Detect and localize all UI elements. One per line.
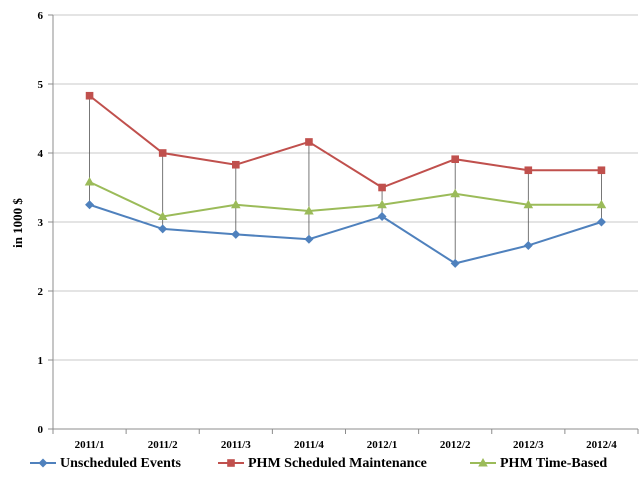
series-2-point-3 [304,205,314,215]
series-0-point-0 [85,200,95,210]
x-tick-label-0: 2011/1 [75,439,105,451]
series-0 [85,200,606,268]
series-2-point-6 [523,199,534,209]
legend-marker-1 [227,459,235,467]
legend-entry-0: Unscheduled Events [30,456,182,471]
series-1-point-3 [305,138,313,146]
legend-entry-1: PHM Scheduled Maintenance [218,456,427,471]
legend-entry-2: PHM Time-Based [470,456,607,471]
y-tick-label-5: 5 [38,79,44,91]
x-tick-label-6: 2012/3 [513,439,544,451]
legend-marker-2 [478,458,488,467]
series-0-point-1 [158,224,168,234]
series-1-point-1 [158,149,167,157]
series-line-2 [89,181,602,218]
x-tick-label-7: 2012/4 [586,439,617,451]
series-0-point-5 [450,258,460,268]
series-1-point-2 [232,160,240,169]
tick-labels: 0 1 2 3 4 5 6 2011/1 2011/2 2011/3 2011/4 2012/1 201… [38,10,618,451]
series-2-point-1 [157,211,168,220]
series-2-point-4 [377,199,387,209]
series-0-point-7 [596,217,606,227]
legend-label-2: PHM Time-Based [500,456,607,471]
series-2 [84,176,607,220]
x-tick-label-4: 2012/1 [367,439,398,451]
series-1 [85,91,606,192]
series-1-point-5 [451,155,459,164]
x-tick-label-1: 2011/2 [148,439,178,451]
y-axis-title: in 1000 $ [10,198,25,248]
x-tick-label-3: 2011/4 [294,439,324,451]
series-group [84,91,607,268]
series-0-point-2 [231,229,241,239]
y-tick-label-3: 3 [38,217,44,229]
gridlines [53,14,638,361]
series-line-1 [88,94,602,189]
x-tick-label-5: 2012/2 [440,439,471,451]
series-2-point-0 [84,176,95,186]
y-tick-label-2: 2 [38,286,44,298]
series-0-point-3 [304,234,314,244]
series-2-point-5 [450,188,460,198]
series-line-0 [89,203,602,265]
series-0-point-6 [523,240,533,250]
series-0-point-4 [377,211,387,221]
legend-label-1: PHM Scheduled Maintenance [248,456,427,471]
axes [48,14,639,434]
drop-lines [89,95,602,264]
series-2-point-7 [596,199,607,209]
legend: Unscheduled Events PHM Scheduled Maintena… [30,456,607,471]
y-tick-label-4: 4 [38,148,44,160]
legend-label-0: Unscheduled Events [60,456,182,471]
y-tick-label-1: 1 [38,355,44,367]
series-1-point-7 [597,166,606,175]
x-tick-label-2: 2011/3 [221,439,251,451]
series-1-point-6 [524,166,533,175]
series-1-point-4 [378,183,386,192]
series-1-point-0 [85,91,94,100]
y-tick-label-6: 6 [38,10,44,22]
series-2-point-2 [231,199,241,209]
legend-marker-0 [38,458,48,468]
y-tick-label-0: 0 [38,424,44,436]
